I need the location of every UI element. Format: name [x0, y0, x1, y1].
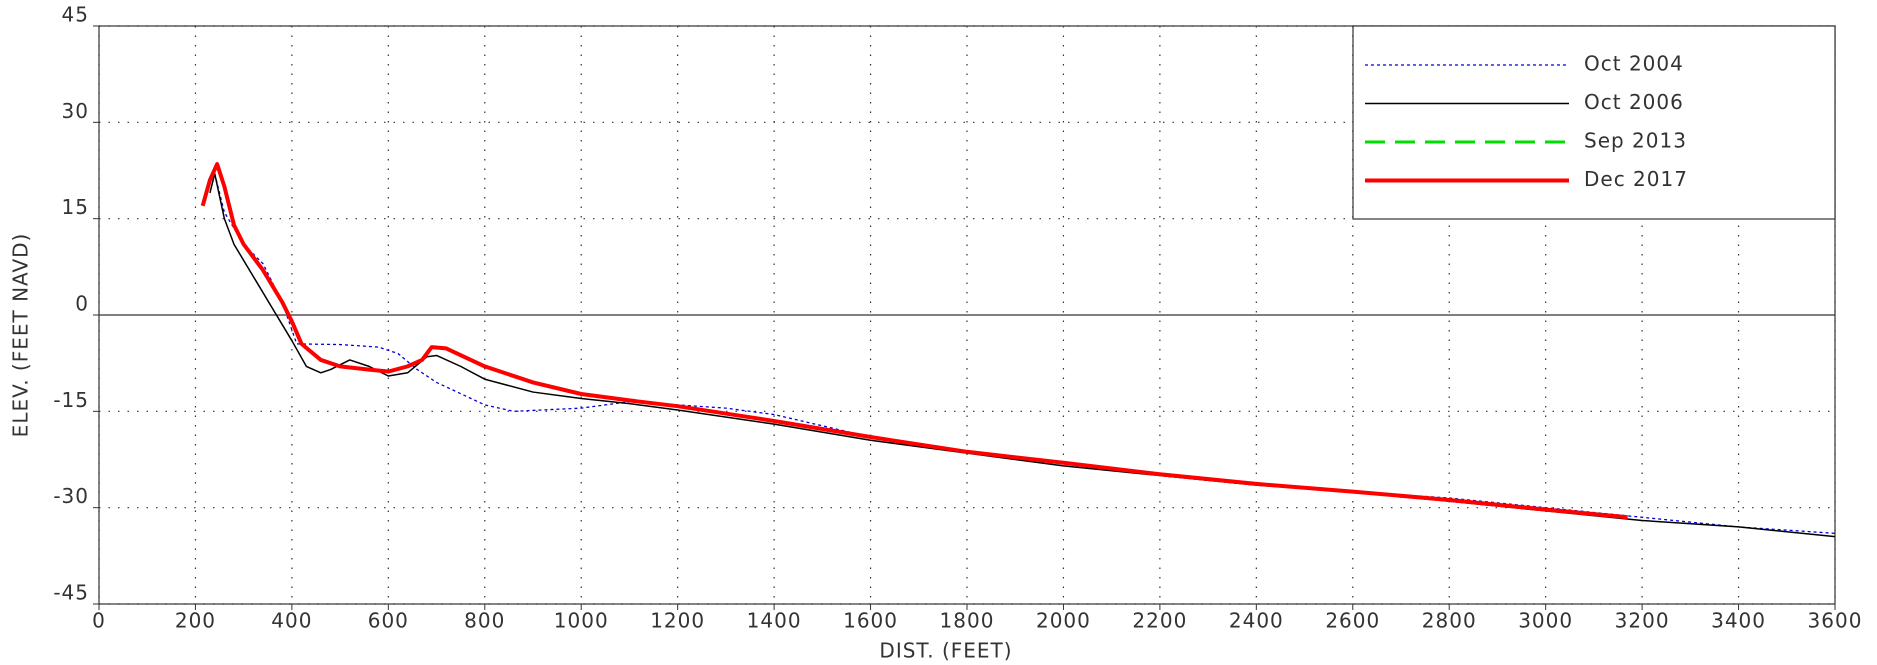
x-tick-label: 2800 [1422, 609, 1477, 633]
x-tick-label: 3400 [1711, 609, 1766, 633]
x-tick-label: 1000 [554, 609, 609, 633]
y-tick-label: 0 [75, 292, 89, 316]
y-tick-label: -45 [53, 581, 89, 605]
x-tick-label: 3000 [1518, 609, 1573, 633]
x-tick-label: 3200 [1615, 609, 1670, 633]
x-tick-label: 1600 [843, 609, 898, 633]
legend-label: Oct 2004 [1584, 52, 1684, 76]
legend-label: Dec 2017 [1584, 167, 1688, 191]
x-axis-label: DIST. (FEET) [879, 639, 1012, 663]
plot-frame [98, 25, 1836, 605]
x-tick-label: 2600 [1325, 609, 1380, 633]
series-line [209, 172, 1836, 538]
x-tick-label: 200 [175, 609, 216, 633]
series-line [200, 162, 1628, 520]
y-tick-label: -15 [53, 388, 89, 412]
legend-label: Sep 2013 [1584, 129, 1687, 153]
legend-label: Oct 2006 [1584, 90, 1684, 114]
y-tick-label: 15 [62, 195, 89, 219]
x-tick-label: 1800 [940, 609, 995, 633]
x-tick-label: 2200 [1132, 609, 1187, 633]
y-tick-label: -30 [53, 484, 89, 508]
y-axis-label: ELEV. (FEET NAVD) [9, 233, 33, 438]
x-tick-label: 3600 [1808, 609, 1863, 633]
x-tick-label: 1200 [650, 609, 705, 633]
x-tick-label: 800 [464, 609, 505, 633]
x-tick-label: 2400 [1229, 609, 1284, 633]
x-tick-label: 0 [92, 609, 106, 633]
x-tick-label: 2000 [1036, 609, 1091, 633]
x-tick-label: 400 [271, 609, 312, 633]
x-tick-label: 1400 [747, 609, 802, 633]
y-tick-label: 45 [62, 3, 89, 27]
y-tick-label: 30 [62, 99, 89, 123]
x-tick-label: 600 [368, 609, 409, 633]
legend-box [1352, 25, 1836, 220]
